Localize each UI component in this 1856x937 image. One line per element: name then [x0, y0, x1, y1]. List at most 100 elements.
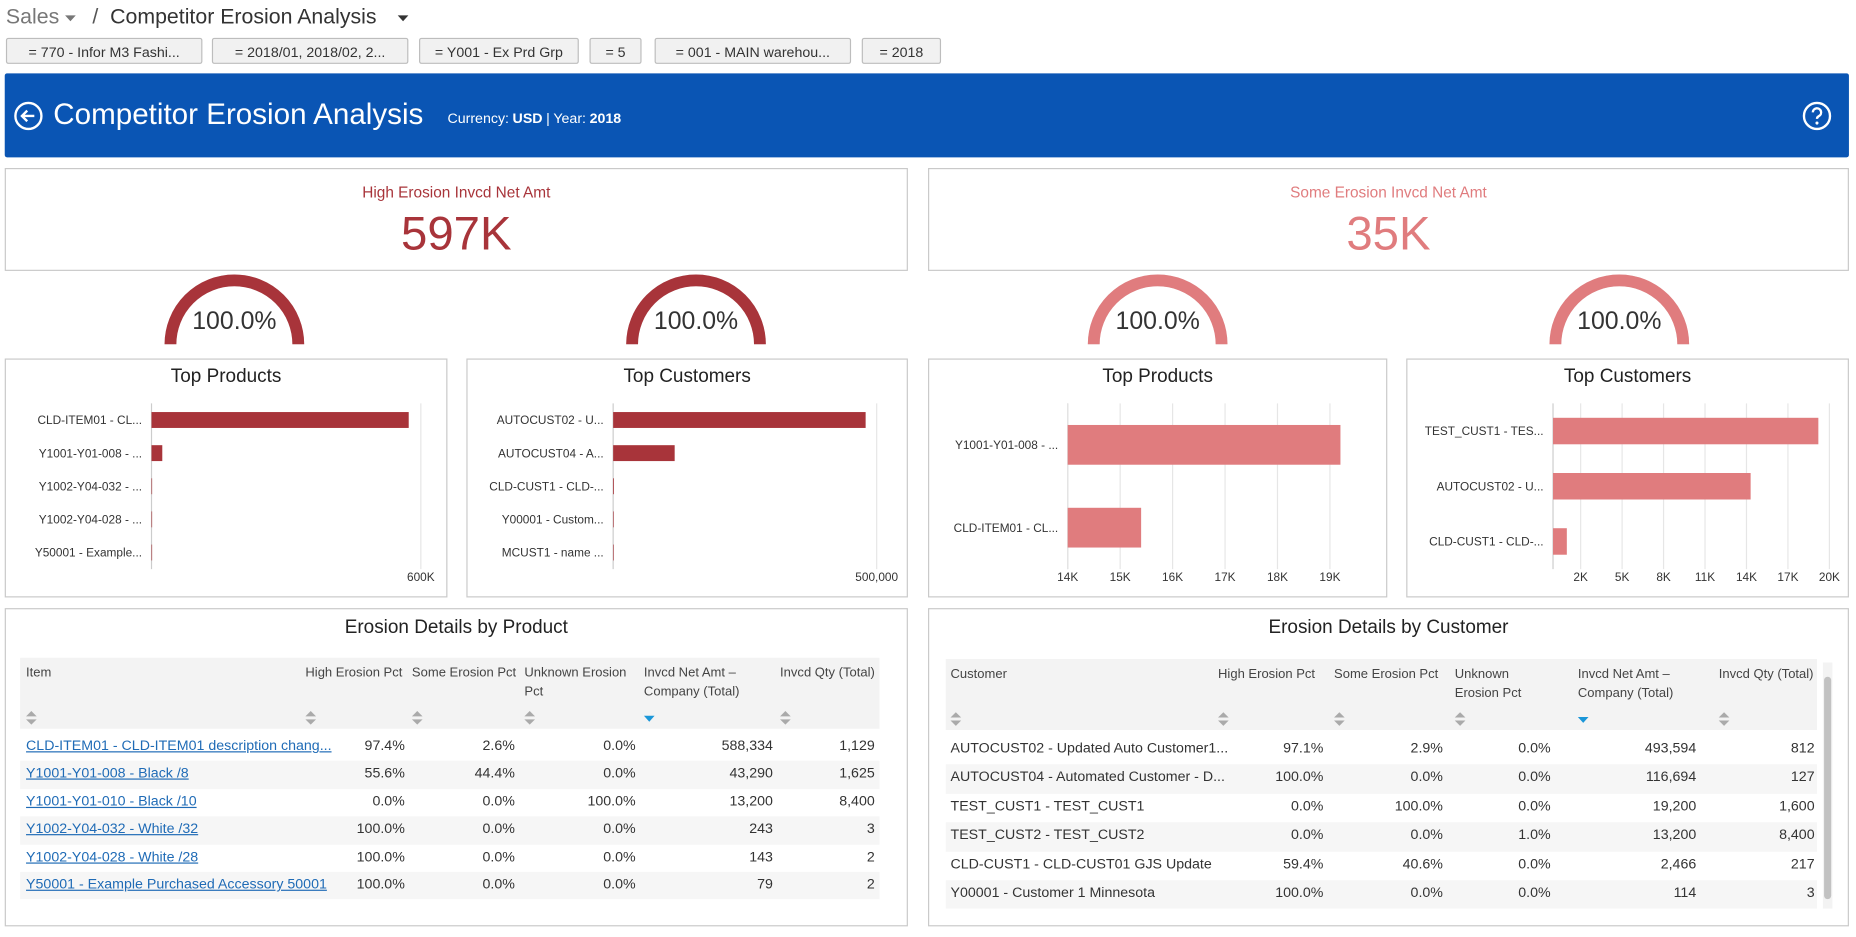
scrollbar-thumb[interactable]: [1824, 677, 1831, 899]
cell-value: 0.0%: [1291, 797, 1323, 814]
row-label: CLD-CUST1 - CLD-CUST01 GJS Update: [951, 855, 1212, 872]
y-tick-label: Y1002-Y04-028 - ...: [39, 513, 142, 527]
back-button[interactable]: [12, 99, 45, 132]
cell-value: 79: [757, 875, 773, 892]
cell-value: 43,290: [730, 765, 773, 782]
cell-value: 100.0%: [1275, 768, 1323, 785]
filter-pill[interactable]: = 5: [589, 38, 641, 64]
filter-pill[interactable]: = 2018: [862, 38, 941, 64]
sort-up: [26, 711, 37, 716]
y-tick-label: CLD-ITEM01 - CL...: [38, 413, 143, 427]
x-tick-label: 17K: [1777, 570, 1798, 584]
column-header[interactable]: Invcd Net Amt – Company (Total): [1578, 665, 1702, 703]
breadcrumb-separator: /: [92, 5, 98, 30]
bar: [1553, 418, 1818, 445]
cell-value: 100.0%: [587, 792, 635, 809]
cell-value: 143: [749, 848, 773, 865]
x-tick-label: 19K: [1319, 570, 1340, 584]
help-button[interactable]: [1800, 99, 1833, 132]
cell-value: 97.4%: [365, 737, 405, 754]
column-header[interactable]: Item: [26, 664, 51, 683]
column-header[interactable]: Some Erosion Pct: [412, 664, 516, 683]
cell-value: 0.0%: [603, 737, 635, 754]
sort-down: [1218, 721, 1229, 726]
y-tick-label: CLD-ITEM01 - CL...: [954, 521, 1059, 535]
column-header[interactable]: Customer: [951, 665, 1007, 684]
filter-pill[interactable]: = Y001 - Ex Prd Grp: [419, 38, 579, 64]
x-tick-label: 14K: [1736, 570, 1757, 584]
header-meta: Currency:USD|Year:2018: [447, 110, 621, 127]
sort-up: [1455, 712, 1466, 717]
row-link[interactable]: Y1001-Y01-008 - Black /8: [26, 765, 189, 782]
cell-value: 3: [1807, 884, 1815, 901]
bar: [613, 478, 614, 494]
gauge: 100.0%: [1075, 266, 1241, 351]
row-link[interactable]: Y50001 - Example Purchased Accessory 500…: [26, 875, 327, 892]
filter-pill[interactable]: = 2018/01, 2018/02, 2...: [212, 38, 408, 64]
x-tick-label: 14K: [1057, 570, 1078, 584]
cell-value: 8,400: [839, 792, 875, 809]
column-header[interactable]: High Erosion Pct: [305, 664, 402, 683]
column-header[interactable]: Invcd Qty (Total): [780, 664, 875, 683]
cell-value: 100.0%: [357, 875, 405, 892]
cell-value: 1.0%: [1518, 826, 1550, 843]
cell-value: 0.0%: [1411, 826, 1443, 843]
cell-value: 2.6%: [483, 737, 515, 754]
sort-desc: [644, 716, 655, 722]
kpi-card: Some Erosion Invcd Net Amt35K: [928, 168, 1849, 271]
kpi-label: Some Erosion Invcd Net Amt: [929, 183, 1848, 201]
x-tick-label: 500,000: [855, 570, 898, 584]
kpi-value: 597K: [6, 208, 907, 261]
sort-down: [1719, 721, 1730, 726]
cell-value: 2: [867, 848, 875, 865]
row-link[interactable]: Y1002-Y04-028 - White /28: [26, 848, 198, 865]
sort-down: [1334, 721, 1345, 726]
gauge-label: 100.0%: [654, 308, 738, 335]
y-tick-label: Y1001-Y01-008 - ...: [955, 438, 1058, 452]
sort-down: [1455, 721, 1466, 726]
bar-chart: 2K5K8K11K14K17K20KTEST_CUST1 - TES...AUT…: [1407, 360, 1850, 599]
caret: [65, 15, 76, 21]
sort-icon: [1334, 711, 1346, 728]
cell-value: 114: [1674, 884, 1697, 901]
bar: [1068, 508, 1141, 548]
sort-down: [951, 721, 962, 726]
sort-up: [524, 711, 535, 716]
column-header[interactable]: High Erosion Pct: [1218, 665, 1315, 684]
y-tick-label: Y50001 - Example...: [35, 546, 142, 560]
x-tick-label: 18K: [1267, 570, 1288, 584]
row-label: AUTOCUST04 - Automated Customer - D...: [951, 768, 1225, 785]
sort-down: [305, 719, 316, 724]
cell-value: 0.0%: [603, 820, 635, 837]
cell-value: 2: [867, 875, 875, 892]
x-tick-label: 20K: [1819, 570, 1840, 584]
breadcrumb-current[interactable]: Competitor Erosion Analysis: [110, 5, 376, 30]
gauge-label: 100.0%: [1577, 308, 1661, 335]
cell-value: 0.0%: [1291, 826, 1323, 843]
row-link[interactable]: CLD-ITEM01 - CLD-ITEM01 description chan…: [26, 737, 332, 754]
cell-value: 40.6%: [1403, 855, 1443, 872]
filter-pill[interactable]: = 770 - Infor M3 Fashi...: [6, 38, 202, 64]
sort-up: [412, 711, 423, 716]
breadcrumb-parent[interactable]: Sales: [6, 5, 59, 30]
cell-value: 0.0%: [1518, 768, 1550, 785]
column-header[interactable]: Invcd Net Amt – Company (Total): [644, 664, 762, 702]
filter-pill[interactable]: = 001 - MAIN warehou...: [655, 38, 851, 64]
cell-value: 97.1%: [1283, 739, 1323, 756]
column-header[interactable]: Unknown Erosion Pct: [524, 664, 631, 702]
column-header[interactable]: Some Erosion Pct: [1334, 665, 1438, 684]
cell-value: 2,466: [1661, 855, 1697, 872]
x-tick-label: 17K: [1215, 570, 1236, 584]
cell-value: 100.0%: [357, 848, 405, 865]
column-header[interactable]: Unknown Erosion Pct: [1455, 665, 1556, 703]
sort-up: [780, 711, 791, 716]
sort-desc: [1578, 717, 1589, 723]
y-tick-label: MCUST1 - name ...: [502, 546, 604, 560]
column-header[interactable]: Invcd Qty (Total): [1719, 665, 1814, 684]
row-link[interactable]: Y1001-Y01-010 - Black /10: [26, 792, 197, 809]
cell-value: 0.0%: [483, 875, 515, 892]
sort-icon: [1578, 711, 1590, 728]
row-link[interactable]: Y1002-Y04-032 - White /32: [26, 820, 198, 837]
header-currency-label: Currency:: [447, 110, 509, 127]
cell-value: 0.0%: [603, 765, 635, 782]
